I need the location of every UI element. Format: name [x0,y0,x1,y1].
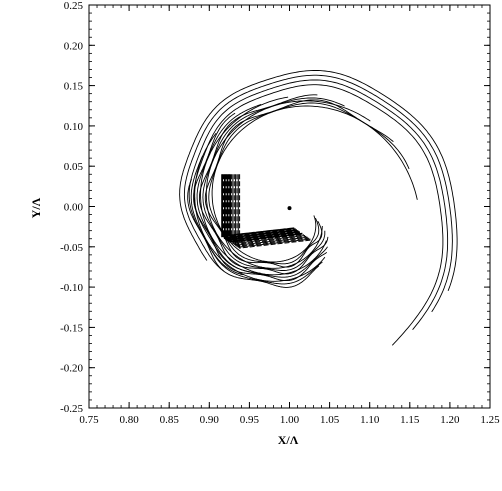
x-axis-label: X/Λ [278,433,299,447]
peak-contour [232,174,306,245]
y-tick-label: 0.15 [64,81,84,93]
y-tick-label: 0.00 [64,202,84,214]
center-point [287,206,292,211]
x-tick-label: 0.90 [200,414,220,426]
y-tick-label: 0.05 [64,161,84,173]
outer-arm-contour [188,79,449,330]
contour-line [190,155,323,285]
x-tick-label: 0.85 [160,414,180,426]
contour-line [196,103,328,278]
x-tick-label: 1.05 [320,414,340,426]
x-tick-labels: 0.75 0.80 0.85 0.90 0.95 1.00 1.05 1.10 1.15 1.20… [79,414,500,426]
peak-contour [235,174,308,246]
contour-line [193,112,328,282]
y-tick-label: -0.15 [60,322,83,334]
peak-contour [228,174,302,242]
y-tick-label: -0.25 [60,403,83,415]
x-tick-label: 1.20 [440,414,460,426]
contour-line [211,105,418,263]
x-tick-label: 1.15 [400,414,420,426]
peak-contour [237,174,311,248]
contour-lines [179,70,458,346]
y-axis-label: Y/Λ [29,197,43,218]
y-tick-labels: 0.25 0.20 0.15 0.10 0.05 0.00 -0.05 -0.10 -0.15 -… [60,0,83,415]
peak-density-region [221,174,312,249]
peak-contour [239,174,312,249]
y-tick-label: -0.05 [60,242,83,254]
x-tick-label: 0.95 [240,414,260,426]
y-tick-label: -0.20 [60,363,83,375]
outer-arm-contour [179,70,458,292]
x-tick-label: 1.10 [360,414,380,426]
peak-contour [233,174,307,245]
contour-line [204,99,394,268]
contour-line [198,94,329,275]
y-tick-label: 0.25 [64,0,84,12]
y-tick-label: 0.20 [64,40,84,52]
peak-contour [229,174,303,243]
contour-line [200,96,327,276]
peak-contour [226,174,300,241]
contour-line [208,102,410,265]
peak-contour [231,174,304,244]
peak-contour [225,174,299,240]
axis-ticks [88,4,491,409]
peak-contour [223,174,298,240]
outer-arm-contour [183,74,453,313]
outer-arm-contour [193,84,444,346]
y-tick-label: -0.10 [60,282,83,294]
peak-contour [236,174,310,247]
y-tick-label: 0.10 [64,121,84,133]
x-tick-label: 0.80 [119,414,139,426]
x-tick-label: 1.25 [480,414,500,426]
contour-line [187,178,320,288]
x-tick-label: 1.00 [280,414,300,426]
peak-contour [221,174,295,238]
x-tick-label: 0.75 [79,414,99,426]
